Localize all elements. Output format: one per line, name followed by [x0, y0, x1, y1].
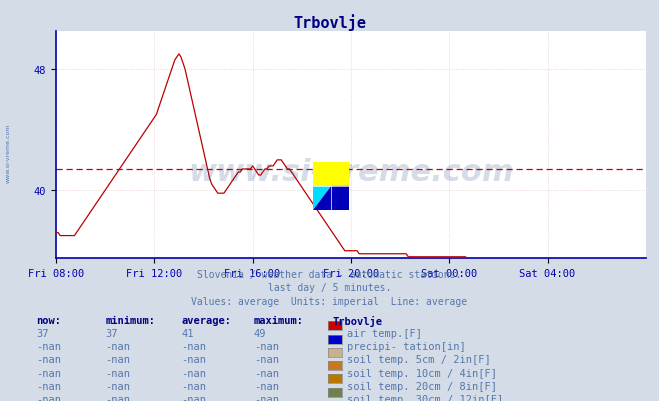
Text: -nan: -nan — [181, 394, 206, 401]
Text: -nan: -nan — [254, 394, 279, 401]
Text: -nan: -nan — [254, 354, 279, 365]
Text: -nan: -nan — [36, 354, 61, 365]
Text: 37: 37 — [36, 328, 49, 338]
Text: 49: 49 — [254, 328, 266, 338]
Text: soil temp. 20cm / 8in[F]: soil temp. 20cm / 8in[F] — [347, 381, 497, 391]
Text: -nan: -nan — [181, 354, 206, 365]
Text: -nan: -nan — [105, 368, 130, 378]
Text: -nan: -nan — [105, 354, 130, 365]
Polygon shape — [313, 186, 331, 211]
Text: Trbovlje: Trbovlje — [293, 14, 366, 31]
Text: Slovenia / weather data - automatic stations.: Slovenia / weather data - automatic stat… — [197, 269, 462, 279]
Text: last day / 5 minutes.: last day / 5 minutes. — [268, 283, 391, 293]
Text: -nan: -nan — [36, 381, 61, 391]
Text: -nan: -nan — [36, 394, 61, 401]
Text: Trbovlje: Trbovlje — [333, 315, 383, 326]
Text: -nan: -nan — [105, 394, 130, 401]
Text: now:: now: — [36, 315, 61, 325]
Text: 41: 41 — [181, 328, 194, 338]
Text: -nan: -nan — [36, 341, 61, 351]
Text: Values: average  Units: imperial  Line: average: Values: average Units: imperial Line: av… — [191, 296, 468, 306]
Text: -nan: -nan — [254, 368, 279, 378]
Text: maximum:: maximum: — [254, 315, 304, 325]
Text: soil temp. 5cm / 2in[F]: soil temp. 5cm / 2in[F] — [347, 354, 490, 365]
Text: precipi- tation[in]: precipi- tation[in] — [347, 341, 465, 351]
Text: air temp.[F]: air temp.[F] — [347, 328, 422, 338]
Text: -nan: -nan — [254, 381, 279, 391]
Polygon shape — [313, 162, 349, 186]
Text: soil temp. 30cm / 12in[F]: soil temp. 30cm / 12in[F] — [347, 394, 503, 401]
Text: www.si-vreme.com: www.si-vreme.com — [5, 123, 11, 182]
Text: -nan: -nan — [181, 381, 206, 391]
Text: www.si-vreme.com: www.si-vreme.com — [188, 158, 514, 187]
Text: average:: average: — [181, 315, 231, 325]
Text: soil temp. 10cm / 4in[F]: soil temp. 10cm / 4in[F] — [347, 368, 497, 378]
Text: -nan: -nan — [254, 341, 279, 351]
Text: 37: 37 — [105, 328, 118, 338]
Text: -nan: -nan — [105, 381, 130, 391]
Text: -nan: -nan — [181, 341, 206, 351]
Polygon shape — [313, 186, 349, 211]
Text: minimum:: minimum: — [105, 315, 156, 325]
Text: -nan: -nan — [181, 368, 206, 378]
Text: -nan: -nan — [36, 368, 61, 378]
Text: -nan: -nan — [105, 341, 130, 351]
